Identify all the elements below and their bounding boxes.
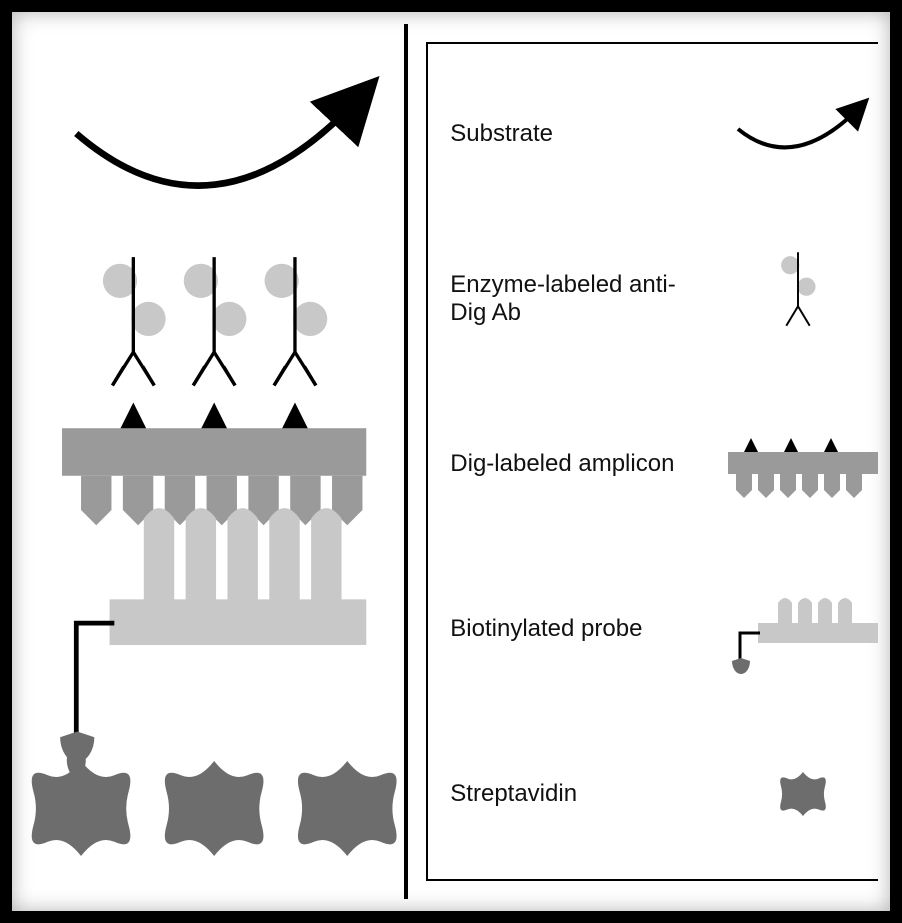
- legend-row-amplicon: Dig-labeled amplicon: [428, 404, 878, 524]
- legend-panel: Substrate Enzyme-labeled: [408, 24, 878, 899]
- legend-row-probe: Biotinylated probe: [428, 569, 878, 689]
- probe-bar: [110, 599, 367, 645]
- antibody-1: [103, 257, 166, 385]
- legend-symbol-substrate: [708, 74, 878, 194]
- legend-label-streptavidin: Streptavidin: [428, 780, 708, 808]
- main-scene-svg: [24, 24, 404, 899]
- dig-triangles: [119, 403, 309, 432]
- legend-label-enzyme-ab: Enzyme-labeled anti-Dig Ab: [428, 271, 708, 327]
- diagram-frame: Substrate Enzyme-labeled: [10, 10, 892, 913]
- probe-teeth: [144, 508, 342, 604]
- amplicon-bar: [62, 428, 366, 476]
- substrate-arrow: [76, 100, 356, 185]
- antibody-2: [184, 257, 247, 385]
- probe-hook: [76, 623, 114, 737]
- legend-box: Substrate Enzyme-labeled: [426, 42, 878, 881]
- legend-row-substrate: Substrate: [428, 74, 878, 194]
- legend-label-probe: Biotinylated probe: [428, 615, 708, 643]
- legend-symbol-probe: [708, 569, 878, 689]
- main-panel: [24, 24, 408, 899]
- streptavidin-2: [165, 761, 264, 856]
- legend-symbol-amplicon: [708, 404, 878, 524]
- legend-label-amplicon: Dig-labeled amplicon: [428, 450, 708, 478]
- streptavidin-1: [32, 761, 131, 856]
- legend-symbol-enzyme-ab: [708, 239, 878, 359]
- diagram-content: Substrate Enzyme-labeled: [24, 24, 878, 899]
- streptavidin-3: [298, 761, 397, 856]
- antibody-3: [265, 257, 328, 385]
- legend-row-enzyme-ab: Enzyme-labeled anti-Dig Ab: [428, 239, 878, 359]
- legend-symbol-streptavidin: [708, 734, 878, 854]
- legend-row-streptavidin: Streptavidin: [428, 734, 878, 854]
- legend-label-substrate: Substrate: [428, 120, 708, 148]
